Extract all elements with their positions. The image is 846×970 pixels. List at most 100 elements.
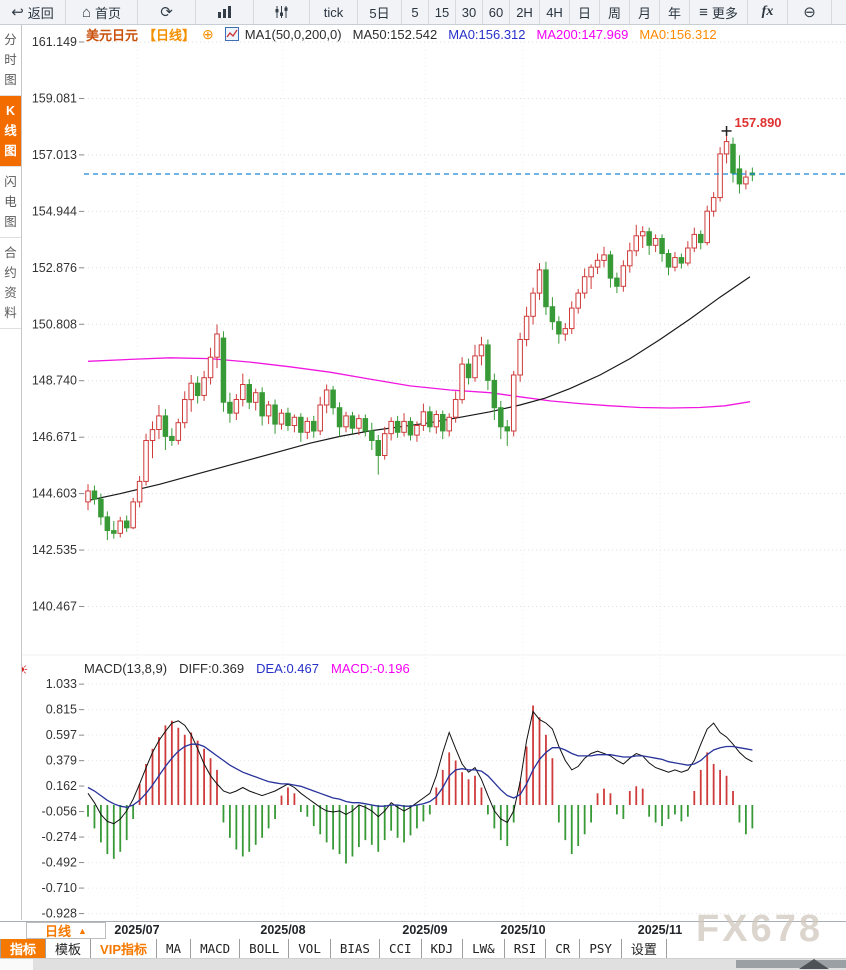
toolbar-button-label: 月 (637, 5, 651, 21)
refresh-icon: ⟳ (160, 3, 173, 21)
indicator-tab-VOL[interactable]: VOL (289, 939, 331, 958)
toolbar-button-equalizer[interactable] (254, 0, 310, 24)
toolbar-button-label: 15 (434, 4, 450, 20)
toolbar-button-interval-week[interactable]: 周 (600, 0, 630, 24)
svg-text:-0.056: -0.056 (42, 805, 77, 819)
candle-style-icon (274, 5, 289, 19)
toolbar-button-zoom-out[interactable]: ⊖ (788, 0, 832, 24)
toolbar-button-back[interactable]: ↩ 返回 (0, 0, 66, 24)
indicator-tab-MACD[interactable]: MACD (191, 939, 241, 958)
chart-legend: 美元日元 【日线】 ⊕ MA1(50,0,200,0) MA50:152.542… (86, 25, 717, 43)
scrollbar-left-segment (0, 959, 33, 970)
toolbar-button-label: 30 (461, 4, 477, 20)
svg-text:146.671: 146.671 (32, 430, 77, 444)
indicator-tab-LW&[interactable]: LW& (463, 939, 505, 958)
indicator-tab-VIP指标[interactable]: VIP指标 (91, 939, 157, 958)
toolbar-button-label: 周 (607, 5, 621, 21)
sidebar-item-2[interactable]: 闪电图 (0, 167, 21, 238)
x-axis-label: 2025/11 (637, 923, 683, 937)
toolbar-button-label: 5 (411, 4, 419, 20)
indicator-tab-CR[interactable]: CR (546, 939, 581, 958)
toolbar-button-interval-year[interactable]: 年 (660, 0, 690, 24)
toolbar-button-tick[interactable]: tick (310, 0, 358, 24)
x-axis-label: 2025/10 (500, 923, 546, 937)
svg-text:161.149: 161.149 (32, 35, 77, 49)
kline-mini-icon (224, 27, 239, 41)
bottom-scrollbar[interactable] (0, 959, 846, 970)
svg-text:-0.928: -0.928 (42, 907, 77, 921)
indicator-tab-RSI[interactable]: RSI (505, 939, 547, 958)
period-selector-button[interactable]: 日线 ▲ (26, 922, 106, 939)
toolbar-button-interval-60[interactable]: 60 (483, 0, 510, 24)
indicator-tab-KDJ[interactable]: KDJ (422, 939, 464, 958)
macd-value: MACD:-0.196 (330, 661, 410, 676)
svg-text:-0.492: -0.492 (42, 856, 77, 870)
indicator-tab-CCI[interactable]: CCI (380, 939, 422, 958)
chevron-up-icon: ▲ (78, 925, 87, 936)
toolbar-button-interval-month[interactable]: 月 (630, 0, 660, 24)
zoom-out-icon: ⊖ (803, 3, 816, 21)
add-favorite-icon[interactable]: ⊕ (202, 25, 214, 42)
sidebar-item-3[interactable]: 合约资料 (0, 238, 21, 329)
svg-text:142.535: 142.535 (32, 543, 77, 557)
toolbar-button-label: tick (323, 4, 344, 20)
ma0-blue-value: MA0:156.312 (448, 26, 526, 42)
indicator-tab-设置[interactable]: 设置 (622, 939, 667, 958)
toolbar-button-interval-2h[interactable]: 2H (510, 0, 540, 24)
indicator-tab-指标[interactable]: 指标 (0, 939, 47, 958)
toolbar-button-label: 4H (546, 4, 563, 20)
toolbar-button-interval-15[interactable]: 15 (429, 0, 456, 24)
toolbar-button-more[interactable]: ≡ 更多 (690, 0, 748, 24)
ma200-value: MA200:147.969 (536, 26, 629, 42)
toolbar-button-refresh[interactable]: ⟳ (138, 0, 196, 24)
indicator-tab-PSY[interactable]: PSY (580, 939, 622, 958)
high-price-label: 157.890 (734, 114, 782, 130)
svg-text:140.467: 140.467 (32, 600, 77, 614)
svg-text:157.013: 157.013 (32, 148, 77, 162)
macd-params-label: MACD(13,8,9) (84, 661, 168, 676)
ma0-orange-value: MA0:156.312 (639, 26, 717, 42)
svg-text:144.603: 144.603 (32, 487, 77, 501)
back-icon: ↩ (11, 3, 24, 21)
toolbar-button-interval-5d[interactable]: 5日 (358, 0, 402, 24)
toolbar-button-label: fx (761, 4, 774, 19)
indicator-tab-模板[interactable]: 模板 (46, 939, 92, 958)
sidebar-item-0[interactable]: 分时图 (0, 25, 21, 96)
toolbar-button-label: 年 (667, 5, 681, 21)
chart-type-sidebar: 分时图 K线图 闪电图 合约资料 (0, 25, 22, 920)
toolbar-button-bar-chart[interactable] (196, 0, 254, 24)
scrollbar-thumb[interactable] (736, 960, 846, 968)
toolbar-button-interval-4h[interactable]: 4H (540, 0, 570, 24)
toolbar-button-interval-day[interactable]: 日 (570, 0, 600, 24)
toolbar-button-zoom-in[interactable]: ⊕ (832, 0, 846, 24)
x-axis-label: 2025/08 (260, 923, 306, 937)
symbol-name: 美元日元 (86, 27, 139, 43)
svg-text:0.379: 0.379 (46, 754, 77, 768)
macd-legend: MACD(13,8,9) DIFF:0.369 DEA:0.467 MACD:-… (84, 661, 410, 676)
svg-text:-0.710: -0.710 (42, 881, 77, 895)
period-tag: 【日线】 (143, 27, 196, 43)
toolbar-button-home[interactable]: ⌂ 首页 (66, 0, 138, 24)
indicator-tab-MA[interactable]: MA (157, 939, 192, 958)
sidebar-item-1[interactable]: K线图 (0, 96, 21, 167)
toolbar-button-label: 更多 (711, 5, 738, 21)
svg-text:0.162: 0.162 (46, 779, 77, 793)
indicator-tab-BOLL[interactable]: BOLL (240, 939, 290, 958)
svg-text:152.876: 152.876 (32, 261, 77, 275)
toolbar-button-label: 返回 (27, 5, 54, 21)
toolbar-button-interval-5[interactable]: 5 (402, 0, 429, 24)
toolbar-button-label: 日 (577, 5, 591, 21)
svg-text:1.033: 1.033 (46, 677, 77, 691)
indicator-tab-BIAS[interactable]: BIAS (331, 939, 380, 958)
toolbar-button-fx[interactable]: fx (748, 0, 788, 24)
ma-params-label: MA1(50,0,200,0) (244, 26, 342, 42)
x-axis-label: 2025/09 (402, 923, 448, 937)
expand-handle-icon[interactable] (799, 959, 829, 969)
svg-text:0.815: 0.815 (46, 703, 77, 717)
toolbar-button-interval-30[interactable]: 30 (456, 0, 483, 24)
dea-value: DEA:0.467 (256, 661, 319, 676)
toolbar-button-label: 2H (516, 4, 533, 20)
svg-text:0.597: 0.597 (46, 728, 77, 742)
